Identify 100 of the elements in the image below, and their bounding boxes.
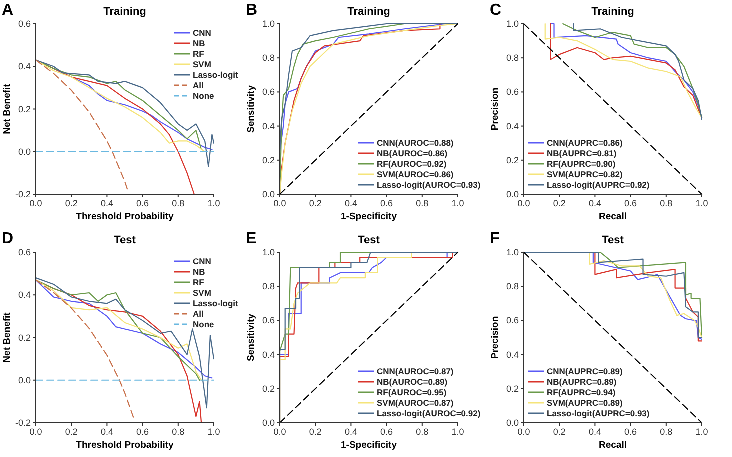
x-tick-label: 0.8 [172,198,185,208]
y-axis-title: Net Benefit [2,312,13,363]
legend-label: SVM [193,60,212,70]
x-tick-label: 1.0 [208,198,220,208]
y-tick-label: 0.0 [18,375,31,386]
y-tick-label: 0.6 [506,316,519,326]
legend-label: NB(AUROC=0.89) [377,377,448,387]
legend-label: NB(AUPRC=0.81) [547,148,617,158]
x-tick-label: 0.8 [660,198,673,208]
x-tick-label: 1.0 [452,427,464,437]
y-tick-label: 0.2 [506,384,519,394]
x-tick-label: 1.0 [696,427,708,437]
x-tick-label: 0.0 [274,198,286,208]
y-tick-label: 0.8 [262,282,275,292]
legend-label: CNN [193,28,212,38]
y-axis-title: Precision [490,316,501,360]
x-tick-label: 0.6 [136,198,150,208]
y-tick-label: 0.2 [506,155,519,166]
y-tick-label: 1.0 [506,248,519,258]
chart-title: Test [114,234,136,246]
x-tick-label: 0.2 [65,427,78,437]
x-axis-title: 1-Specificity [341,212,398,222]
y-tick-label: 0.2 [262,384,275,394]
x-tick-label: 0.2 [65,198,78,208]
chart-title: Test [358,234,380,246]
x-axis-title: Recall [599,212,627,222]
x-tick-label: 0.8 [416,427,429,437]
x-tick-label: 0.2 [553,198,566,208]
y-axis-title: Precision [490,88,501,131]
text: E [246,230,257,248]
y-tick-label: 0.4 [506,350,519,360]
legend-label: CNN(AUROC=0.88) [377,138,454,148]
y-tick-label: 1.0 [262,19,275,29]
legend-label: NB(AUPRC=0.89) [547,377,617,387]
y-axis-title: Net Benefit [2,83,13,134]
legend-label: None [193,91,215,101]
y-tick-label: -0.2 [15,190,31,200]
y-tick-label: 0.4 [18,290,31,300]
text: C [490,2,502,19]
x-tick-label: 0.4 [100,198,114,208]
x-tick-label: 0.4 [588,198,602,208]
y-tick-label: 0.8 [262,53,275,64]
y-tick-label: 0.0 [18,146,31,157]
x-tick-label: 0.0 [518,427,530,437]
line-series [35,280,134,419]
x-tick-label: 0.4 [100,427,114,437]
y-tick-label: 0.6 [18,248,31,258]
text: D [2,230,14,248]
legend-label: All [193,309,204,319]
legend-label: SVM(AUROC=0.87) [377,398,454,408]
legend-label: CNN [193,256,212,266]
text: B [246,2,258,19]
chart-title: Test [602,234,624,246]
legend-label: NB [193,38,206,48]
y-tick-label: 0.2 [262,155,275,166]
chart-title: Training [104,6,146,18]
x-tick-label: 1.0 [208,427,220,437]
legend-label: RF [193,278,204,288]
x-tick-label: 0.4 [344,198,358,208]
legend-label: NB [193,267,206,277]
x-tick-label: 0.0 [274,427,286,437]
y-tick-label: 0.2 [18,104,31,114]
y-tick-label: 0.0 [262,418,275,428]
legend-label: CNN(AUPRC=0.89) [547,366,623,376]
y-tick-label: 0.8 [506,282,519,292]
legend-label: Lasso-logit(AUPRC=0.92) [547,180,650,190]
legend-label: None [193,320,215,330]
y-tick-label: 0.0 [506,190,519,200]
x-tick-label: 0.2 [309,198,322,208]
legend-label: Lasso-logit(AUROC=0.93) [377,180,481,190]
legend-label: RF(AUPRC=0.94) [547,388,616,398]
x-tick-label: 0.8 [172,427,185,437]
legend-label: SVM(AUROC=0.86) [377,170,454,180]
legend-label: RF(AUROC=0.92) [377,159,447,169]
x-tick-label: 1.0 [452,198,464,208]
x-tick-label: 0.6 [624,198,638,208]
x-tick-label: 0.6 [380,427,394,437]
chart-title: Training [348,6,390,18]
text: A [2,2,14,19]
text: F [490,230,500,248]
x-axis-title: Threshold Probability [76,212,175,222]
x-axis-title: Threshold Probability [76,440,175,451]
x-tick-label: 0.6 [136,427,150,437]
x-tick-label: 0.8 [416,198,429,208]
chart-title: Training [592,6,634,18]
x-tick-label: 0.0 [30,198,42,208]
y-tick-label: 1.0 [262,248,275,258]
y-tick-label: 0.2 [18,332,31,343]
y-axis-title: Sensitivity [246,313,257,362]
legend-label: RF [193,49,204,59]
legend-label: All [193,80,204,90]
legend-label: Lasso-logit(AUPRC=0.93) [547,408,650,418]
y-tick-label: 0.4 [262,121,275,132]
y-tick-label: 0.0 [262,190,275,200]
x-axis-title: 1-Specificity [341,440,398,451]
x-tick-label: 0.6 [380,198,394,208]
x-tick-label: 0.4 [344,427,358,437]
y-tick-label: 1.0 [506,19,519,29]
legend-label: RF(AUROC=0.95) [377,388,447,398]
legend-label: CNN(AUROC=0.87) [377,366,454,376]
